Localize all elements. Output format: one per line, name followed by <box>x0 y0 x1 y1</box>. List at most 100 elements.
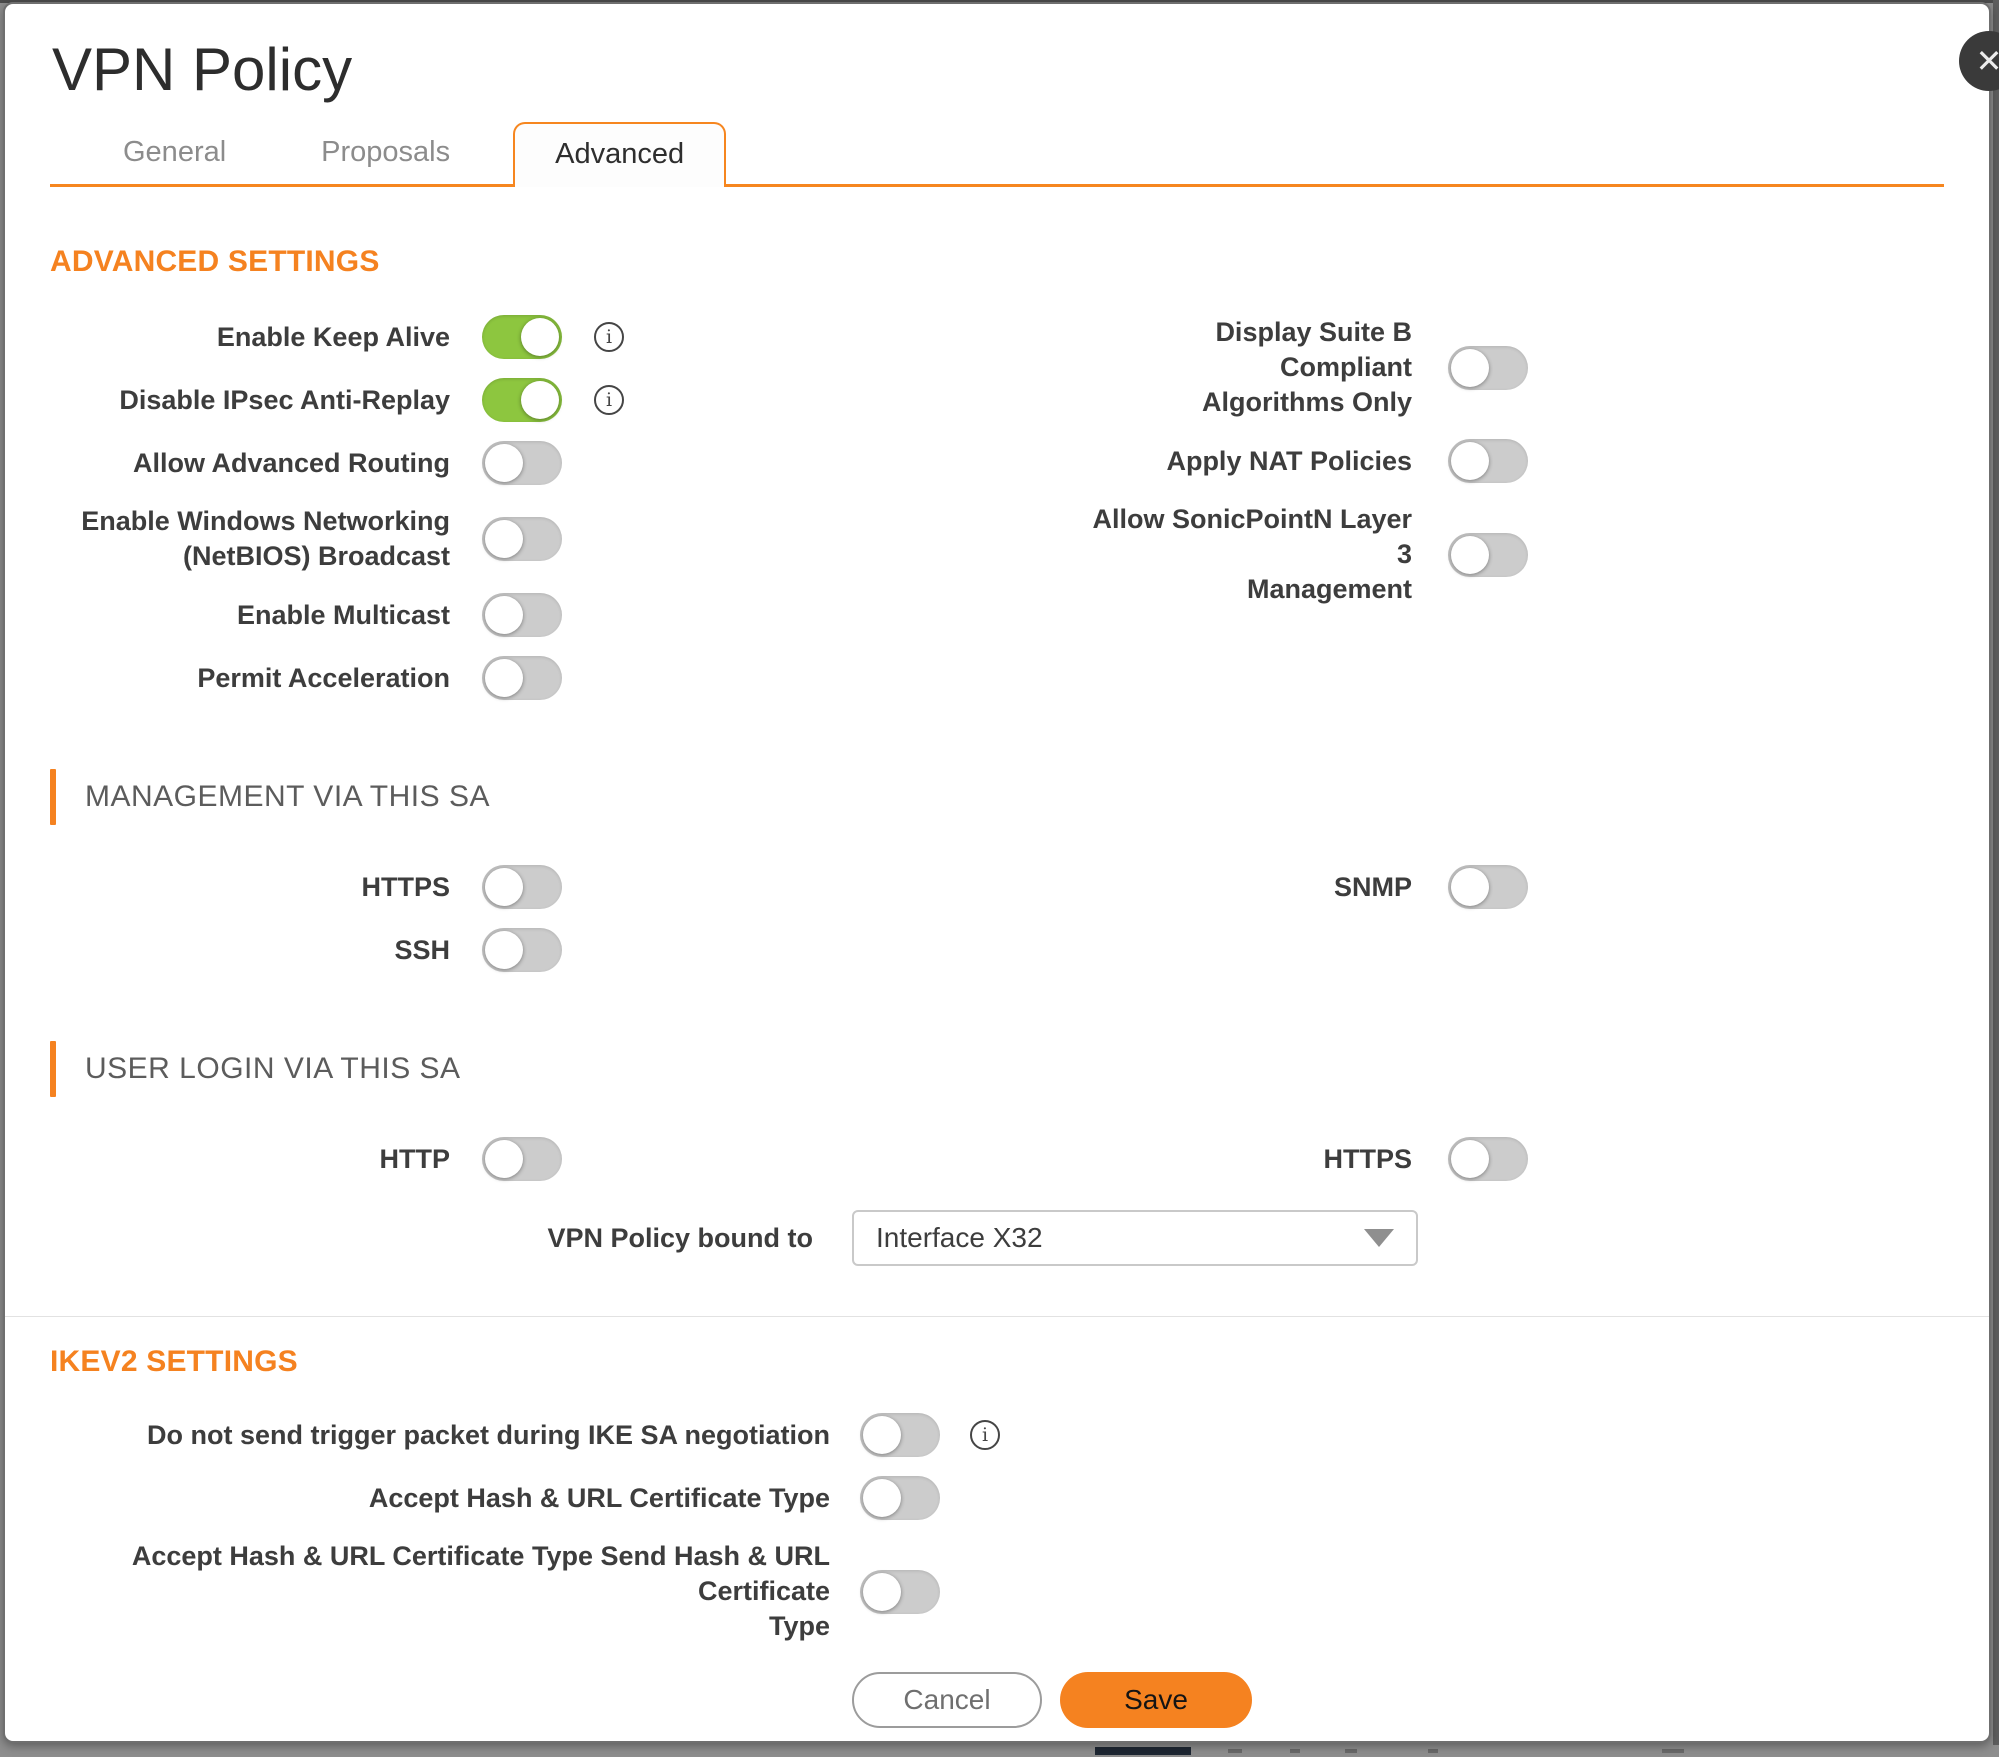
toggle-off[interactable] <box>1448 532 1528 577</box>
setting-label: SSH <box>394 934 450 965</box>
close-icon[interactable]: ✕ <box>1959 31 1999 91</box>
setting-label: HTTPS <box>1323 1143 1412 1174</box>
backdrop-right-edge <box>1993 0 1999 1745</box>
setting-label: SNMP <box>1333 871 1412 902</box>
background-artifact <box>1290 1749 1300 1753</box>
toggle-off[interactable] <box>482 593 562 637</box>
section-heading-text: MANAGEMENT VIA THIS SA <box>85 780 490 813</box>
toggle-off[interactable] <box>1448 865 1528 909</box>
setting-label: HTTP <box>379 1143 451 1174</box>
management-left-column: HTTPS SSH <box>50 865 670 991</box>
toggle-knob <box>485 1140 523 1178</box>
setting-label: Allow Advanced Routing <box>133 447 450 478</box>
advanced-settings-body: Enable Keep Alive i Disable IPsec Anti-R… <box>50 315 1944 719</box>
background-artifact <box>1228 1749 1242 1753</box>
toggle-knob <box>863 1479 901 1517</box>
toggle-off[interactable] <box>482 865 562 909</box>
setting-label: Disable IPsec Anti-Replay <box>119 384 450 415</box>
user-login-body: HTTP HTTPS <box>50 1137 1944 1200</box>
setting-row: Allow Advanced Routing <box>50 441 670 485</box>
tab-advanced[interactable]: Advanced <box>513 122 727 187</box>
bound-to-dropdown[interactable]: Interface X32 <box>852 1210 1418 1266</box>
management-right-column: SNMP <box>1092 865 1572 928</box>
toggle-knob <box>1451 348 1489 387</box>
toggle-off[interactable] <box>482 928 562 972</box>
vpn-policy-dialog: VPN Policy General Proposals Advanced AD… <box>3 2 1991 1743</box>
section-heading-management: MANAGEMENT VIA THIS SA <box>50 769 1944 825</box>
setting-row: Display Suite B Compliant Algorithms Onl… <box>1092 315 1572 420</box>
toggle-knob <box>1451 442 1489 480</box>
setting-row: Enable Multicast <box>50 593 670 637</box>
setting-row: SNMP <box>1092 865 1572 909</box>
tab-proposals[interactable]: Proposals <box>321 136 451 168</box>
setting-row: HTTPS <box>1092 1137 1572 1181</box>
setting-row: Apply NAT Policies <box>1092 439 1572 483</box>
dialog-footer: Cancel Save <box>852 1672 1944 1728</box>
advanced-left-column: Enable Keep Alive i Disable IPsec Anti-R… <box>50 315 670 719</box>
toggle-knob <box>1451 868 1489 906</box>
background-artifact <box>1428 1749 1438 1753</box>
toggle-off[interactable] <box>1448 345 1528 390</box>
setting-label: HTTPS <box>361 871 450 902</box>
orange-accent-bar <box>50 1041 56 1097</box>
toggle-off[interactable] <box>860 1476 940 1520</box>
section-divider <box>5 1316 1989 1317</box>
chevron-down-icon <box>1364 1229 1394 1247</box>
toggle-off[interactable] <box>860 1413 940 1457</box>
cancel-button[interactable]: Cancel <box>852 1672 1042 1728</box>
toggle-knob <box>1451 1140 1489 1178</box>
toggle-off[interactable] <box>482 441 562 485</box>
toggle-knob <box>863 1416 901 1454</box>
toggle-off[interactable] <box>482 656 562 700</box>
ikev2-rows: Do not send trigger packet during IKE SA… <box>50 1413 1944 1644</box>
setting-label: Accept Hash & URL Certificate Type Send … <box>131 1541 830 1641</box>
setting-row: Enable Keep Alive i <box>50 315 670 359</box>
vpn-policy-bound-row: VPN Policy bound to Interface X32 <box>50 1210 1944 1266</box>
setting-row: Accept Hash & URL Certificate Type Send … <box>50 1539 1944 1644</box>
setting-row: Enable Windows Networking (NetBIOS) Broa… <box>50 504 670 574</box>
setting-label: Enable Keep Alive <box>216 321 450 352</box>
section-heading-user-login: USER LOGIN VIA THIS SA <box>50 1041 1944 1097</box>
toggle-knob <box>485 659 523 697</box>
setting-row: SSH <box>50 928 670 972</box>
user-login-right-column: HTTPS <box>1092 1137 1572 1200</box>
background-artifact <box>1662 1749 1684 1753</box>
setting-label: Allow SonicPointN Layer 3 Management <box>1092 504 1412 604</box>
toggle-on[interactable] <box>482 378 562 422</box>
toggle-off[interactable] <box>482 517 562 561</box>
toggle-knob <box>521 318 559 356</box>
setting-row: Accept Hash & URL Certificate Type <box>50 1476 1944 1520</box>
setting-row: Do not send trigger packet during IKE SA… <box>50 1413 1944 1457</box>
background-artifact <box>1095 1747 1191 1755</box>
background-artifact <box>1345 1749 1357 1753</box>
toggle-knob <box>485 520 523 558</box>
toggle-knob <box>521 381 559 419</box>
setting-row: HTTP <box>50 1137 670 1181</box>
setting-row: HTTPS <box>50 865 670 909</box>
setting-label: Do not send trigger packet during IKE SA… <box>146 1419 830 1450</box>
toggle-knob <box>485 596 523 634</box>
setting-label: Permit Acceleration <box>197 662 450 693</box>
info-icon[interactable]: i <box>594 322 624 352</box>
toggle-off[interactable] <box>1448 439 1528 483</box>
setting-label: Display Suite B Compliant Algorithms Onl… <box>1201 317 1412 417</box>
toggle-knob <box>485 444 523 482</box>
section-heading-ikev2-settings: IKEV2 SETTINGS <box>50 1345 298 1378</box>
toggle-on[interactable] <box>482 315 562 359</box>
tab-general[interactable]: General <box>123 136 227 168</box>
page-title: VPN Policy <box>52 36 353 103</box>
toggle-knob <box>863 1572 901 1611</box>
setting-label: Enable Multicast <box>236 599 450 630</box>
toggle-off[interactable] <box>482 1137 562 1181</box>
toggle-off[interactable] <box>860 1569 940 1614</box>
save-button[interactable]: Save <box>1060 1672 1252 1728</box>
info-icon[interactable]: i <box>594 385 624 415</box>
bound-to-selected-value: Interface X32 <box>876 1222 1043 1253</box>
backdrop-top-edge <box>0 0 1999 3</box>
toggle-off[interactable] <box>1448 1137 1528 1181</box>
orange-accent-bar <box>50 769 56 825</box>
info-icon[interactable]: i <box>970 1420 1000 1450</box>
user-login-left-column: HTTP <box>50 1137 670 1200</box>
setting-label: Accept Hash & URL Certificate Type <box>368 1482 830 1513</box>
